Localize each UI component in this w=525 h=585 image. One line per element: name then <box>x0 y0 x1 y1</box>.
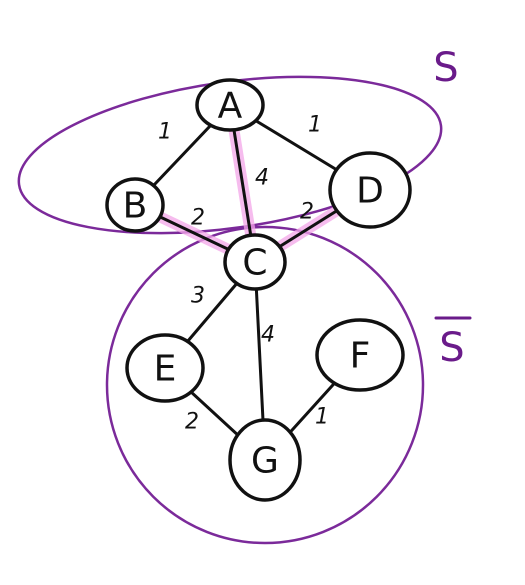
set-s-complement-region <box>105 225 425 545</box>
node-e: E <box>125 333 205 403</box>
node-circle-e <box>125 333 205 403</box>
node-circle-a <box>195 78 265 132</box>
edge-weight-d-c: 2 <box>300 200 314 225</box>
edge-weight-c-e: 3 <box>191 284 205 309</box>
node-label-e: E <box>154 349 177 390</box>
node-label-b: B <box>123 186 148 227</box>
node-label-c: C <box>242 243 267 284</box>
node-a: A <box>195 78 265 132</box>
node-circle-b <box>105 177 165 233</box>
edge-weight-f-g: 1 <box>315 405 329 430</box>
node-circle-d <box>328 151 412 229</box>
node-circle-g <box>228 418 302 502</box>
set-s-label: S <box>433 45 458 91</box>
node-b: B <box>105 177 165 233</box>
set-s-complement-label: S <box>439 325 464 371</box>
node-d: D <box>328 151 412 229</box>
node-circle-c <box>223 233 287 291</box>
node-label-g: G <box>251 441 279 482</box>
node-c: C <box>223 233 287 291</box>
graph-nodes: A B C D E F G <box>105 78 412 502</box>
node-label-a: A <box>218 86 243 127</box>
node-g: G <box>228 418 302 502</box>
node-f: F <box>315 318 405 392</box>
node-label-f: F <box>350 336 371 377</box>
edge-weight-e-g: 2 <box>185 410 199 435</box>
edge-weight-a-b: 1 <box>158 120 172 145</box>
edge-weight-b-c: 2 <box>191 206 205 231</box>
edge-weight-a-d: 1 <box>308 113 322 138</box>
node-circle-f <box>315 318 405 392</box>
edge-weight-a-c: 4 <box>255 166 269 191</box>
set-s-complement-label-group: S <box>434 316 472 371</box>
edge-weights: 1 1 4 2 2 3 4 2 1 <box>158 113 329 435</box>
edge-weight-c-g: 4 <box>261 323 275 348</box>
node-label-d: D <box>356 171 384 212</box>
